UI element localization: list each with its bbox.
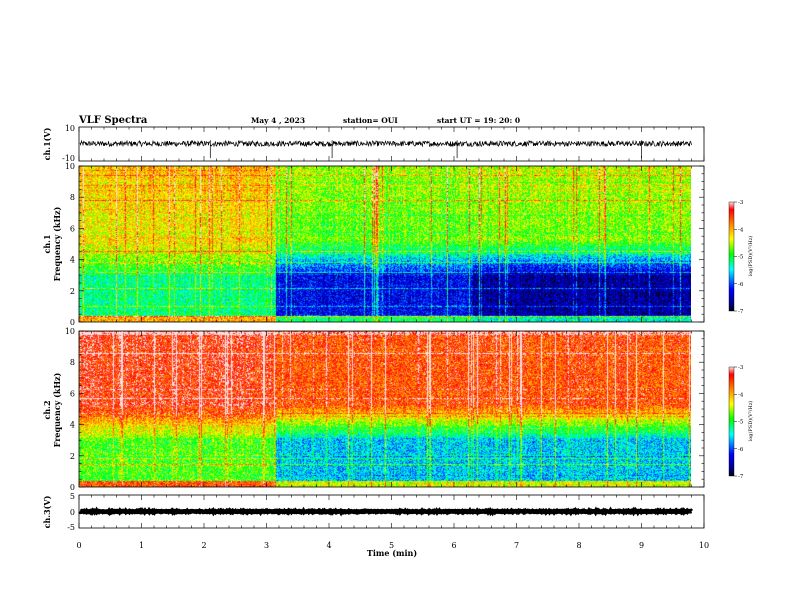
ch1-spectrogram-panel: 0 2 4 6 8 10 ch.1 Frequency (kHz) — [42, 162, 705, 327]
time-tick-label: 7 — [514, 541, 519, 550]
ch2-colorbar-ticks: -3 -4 -5 -6 -7 — [734, 365, 744, 480]
freq-tick-label: 0 — [70, 318, 75, 327]
ch1-ytick-top: 10 — [65, 124, 75, 133]
time-tick-label: 4 — [326, 541, 331, 550]
colorbar-tick-label: -4 — [738, 392, 744, 398]
ch3-ytick-bottom: -5 — [67, 523, 75, 532]
freq-tick-label: 4 — [70, 256, 75, 265]
ch2-spectrogram-ylabel-channel: ch.2 — [42, 400, 52, 419]
ch1-waveform-ylabel: ch.1(V) — [42, 127, 52, 160]
ch2-frequency-ticks: 0 2 4 6 8 10 — [65, 327, 704, 492]
ch1-waveform-panel: 10 -10 ch.1(V) — [42, 124, 705, 163]
header-start-time: start UT = 19: 20: 0 — [437, 116, 520, 125]
colorbar-tick-label: -6 — [738, 282, 744, 288]
time-tick-label: 2 — [201, 541, 206, 550]
colorbar-tick-label: -5 — [738, 255, 744, 261]
ch2-spectrogram-time-ticks — [78, 331, 705, 487]
ch2-colorbar: -3 -4 -5 -6 -7 log(PSD)(V²/Hz) — [728, 365, 754, 480]
colorbar-tick-label: -7 — [738, 474, 744, 480]
ch1-frequency-ticks: 0 2 4 6 8 10 — [65, 162, 704, 327]
colorbar-tick-label: -6 — [738, 447, 744, 453]
ch2-spectrogram-ylabel-frequency: Frequency (kHz) — [52, 372, 62, 447]
ch1-colorbar-gradient — [728, 201, 735, 312]
time-axis-tick-labels: 0 1 2 3 4 5 6 7 8 9 10 — [76, 541, 709, 550]
freq-tick-label: 6 — [70, 224, 75, 233]
ch1-colorbar: -3 -4 -5 -6 -7 log(PSD)(V²/Hz) — [728, 200, 754, 315]
ch3-waveform-panel: 5 0 -5 ch.3(V) — [42, 492, 705, 532]
freq-tick-label: 0 — [70, 483, 75, 492]
colorbar-tick-label: -5 — [738, 420, 744, 426]
ch2-spectrogram-image — [79, 331, 691, 487]
freq-tick-label: 4 — [70, 421, 75, 430]
time-axis-label: Time (min) — [367, 548, 417, 558]
freq-tick-label: 10 — [65, 327, 75, 336]
ch3-waveform-trace — [78, 506, 694, 517]
ch1-ytick-bottom: -10 — [62, 154, 75, 163]
ch1-spectrogram-ylabel-frequency: Frequency (kHz) — [52, 206, 62, 281]
freq-tick-label: 2 — [70, 452, 75, 461]
freq-tick-label: 10 — [65, 162, 75, 171]
freq-tick-label: 8 — [70, 193, 75, 202]
freq-tick-label: 8 — [70, 358, 75, 367]
ch2-colorbar-gradient — [728, 366, 735, 477]
header-station: station= OUI — [343, 116, 398, 125]
time-tick-label: 5 — [389, 541, 394, 550]
colorbar-tick-label: -4 — [738, 227, 744, 233]
time-tick-label: 0 — [76, 541, 81, 550]
ch3-waveform-ticks — [78, 495, 705, 528]
ch3-ytick-middle: 0 — [70, 508, 75, 517]
ch1-colorbar-label: log(PSD)(V²/Hz) — [747, 236, 754, 277]
colorbar-tick-label: -7 — [738, 309, 744, 315]
ch1-waveform-ticks — [78, 127, 705, 161]
time-tick-label: 10 — [699, 541, 709, 550]
ch2-spectrogram-panel: 0 2 4 6 8 10 ch.2 Frequency (kHz) — [42, 327, 705, 492]
ch2-colorbar-label: log(PSD)(V²/Hz) — [747, 401, 754, 442]
header-date: May 4 , 2023 — [251, 116, 305, 125]
ch1-spectrogram-image — [79, 166, 691, 322]
ch1-spectrogram-ylabel-channel: ch.1 — [42, 234, 52, 253]
time-tick-label: 9 — [639, 541, 644, 550]
figure-title: VLF Spectra — [78, 115, 148, 126]
ch3-ytick-top: 5 — [70, 492, 75, 501]
colorbar-tick-label: -3 — [738, 365, 744, 371]
time-tick-label: 8 — [576, 541, 581, 550]
colorbar-tick-label: -3 — [738, 200, 744, 206]
freq-tick-label: 6 — [70, 389, 75, 398]
freq-tick-label: 2 — [70, 287, 75, 296]
time-tick-label: 6 — [451, 541, 456, 550]
ch1-colorbar-ticks: -3 -4 -5 -6 -7 — [734, 200, 744, 315]
ch1-waveform-trace — [79, 139, 692, 159]
time-tick-label: 1 — [139, 541, 144, 550]
ch1-spectrogram-time-ticks — [78, 166, 705, 322]
ch3-waveform-ylabel: ch.3(V) — [42, 495, 52, 528]
time-tick-label: 3 — [264, 541, 269, 550]
